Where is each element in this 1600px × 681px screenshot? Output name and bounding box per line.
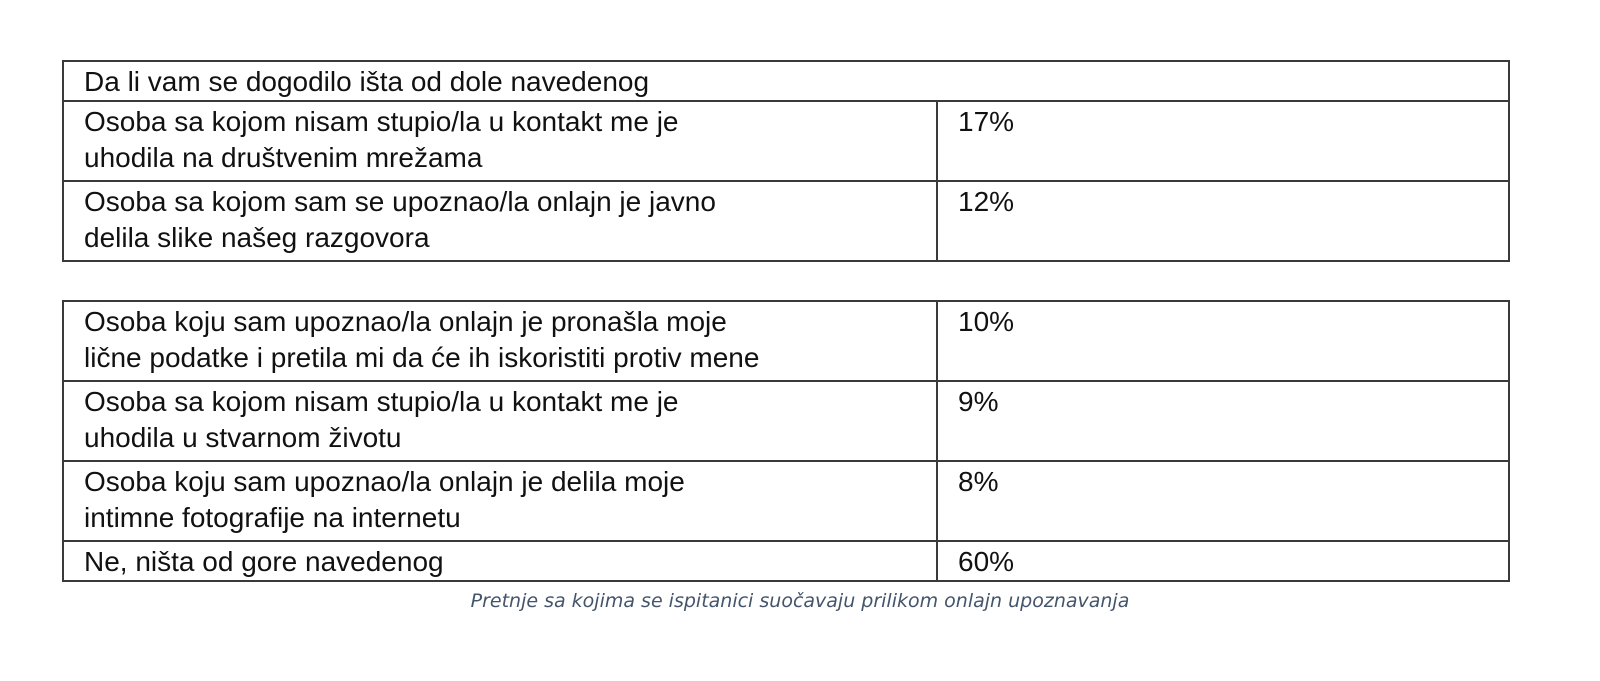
row-percentage: 9% <box>936 380 1510 462</box>
row-label-line: delila slike našeg razgovora <box>84 222 430 253</box>
table-row: Osoba sa kojom sam se upoznao/la onlajn … <box>62 180 1511 262</box>
row-label-line: lične podatke i pretila mi da će ih isko… <box>84 342 760 373</box>
row-label-line: Osoba koju sam upoznao/la onlajn je deli… <box>84 466 685 497</box>
table-header: Da li vam se dogodilo išta od dole naved… <box>61 60 1511 102</box>
table-row: Ne, ništa od gore navedenog 60% <box>62 540 1510 582</box>
row-label-line: uhodila na društvenim mrežama <box>84 142 483 173</box>
table-row: Osoba sa kojom nisam stupio/la u kontakt… <box>62 100 1511 182</box>
row-label: Osoba koju sam upoznao/la onlajn je deli… <box>62 460 938 542</box>
row-label: Osoba sa kojom nisam stupio/la u kontakt… <box>62 100 938 182</box>
row-label-line: Osoba sa kojom nisam stupio/la u kontakt… <box>84 386 679 417</box>
row-label: Osoba sa kojom sam se upoznao/la onlajn … <box>62 180 938 262</box>
row-label-line: Osoba koju sam upoznao/la onlajn je pron… <box>84 306 727 337</box>
row-label-line: Ne, ništa od gore navedenog <box>84 546 444 577</box>
row-label-line: intimne fotografije na internetu <box>84 502 461 533</box>
survey-table-bottom: Osoba koju sam upoznao/la onlajn je pron… <box>62 300 1510 582</box>
row-label: Ne, ništa od gore navedenog <box>62 540 938 582</box>
row-label-line: Osoba sa kojom sam se upoznao/la onlajn … <box>84 186 716 217</box>
row-label-line: Osoba sa kojom nisam stupio/la u kontakt… <box>84 106 679 137</box>
table-row: Osoba sa kojom nisam stupio/la u kontakt… <box>62 380 1510 462</box>
row-percentage: 10% <box>936 300 1510 382</box>
row-percentage: 12% <box>935 180 1511 262</box>
row-percentage: 17% <box>935 100 1511 182</box>
row-label: Osoba sa kojom nisam stupio/la u kontakt… <box>62 380 938 462</box>
table-row: Osoba koju sam upoznao/la onlajn je deli… <box>62 460 1510 542</box>
row-percentage: 60% <box>936 540 1510 582</box>
row-label: Osoba koju sam upoznao/la onlajn je pron… <box>62 300 938 382</box>
table-header-row: Da li vam se dogodilo išta od dole naved… <box>61 60 1511 102</box>
table-row: Osoba koju sam upoznao/la onlajn je pron… <box>62 300 1510 382</box>
row-label-line: uhodila u stvarnom životu <box>84 422 402 453</box>
row-percentage: 8% <box>936 460 1510 542</box>
figure-caption: Pretnje sa kojima se ispitanici suočavaj… <box>470 590 1130 612</box>
survey-table-top: Da li vam se dogodilo išta od dole naved… <box>61 60 1511 262</box>
